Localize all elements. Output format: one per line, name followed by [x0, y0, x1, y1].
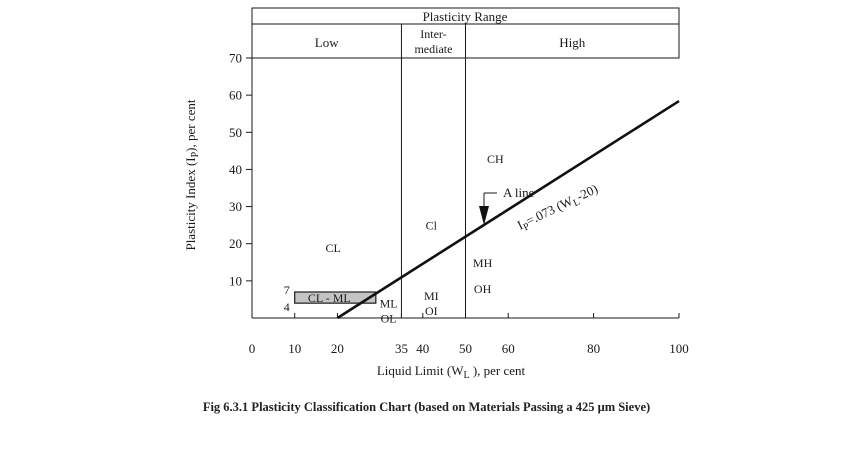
band-upper-label: 7: [284, 283, 290, 297]
a-line-arrowhead: [479, 206, 489, 225]
region-label: OI: [425, 304, 438, 318]
region-label: OH: [474, 282, 492, 296]
x-tick-label: 100: [669, 341, 689, 356]
y-tick-label: 40: [229, 162, 242, 177]
x-tick-label: 0: [249, 341, 256, 356]
region-label: Cl: [426, 219, 438, 233]
x-tick-label: 10: [288, 341, 301, 356]
header-range-label: High: [559, 35, 586, 50]
header-title: Plasticity Range: [423, 9, 508, 24]
x-tick-label: 20: [331, 341, 344, 356]
y-tick-label: 30: [229, 199, 242, 214]
x-tick-label: 80: [587, 341, 600, 356]
band-lower-label: 4: [284, 300, 290, 314]
region-label: CL: [325, 241, 340, 255]
x-tick-label: 60: [502, 341, 515, 356]
cl-ml-band: [294, 291, 377, 304]
header-range-label: Low: [315, 35, 339, 50]
y-tick-label: 10: [229, 273, 242, 288]
y-tick-label: 60: [229, 88, 242, 103]
x-axis-label: Liquid Limit (WL ), per cent: [377, 363, 526, 381]
y-tick-label: 70: [229, 51, 242, 66]
a-line: [336, 99, 680, 320]
header-range-label: mediate: [414, 42, 452, 56]
plasticity-chart: Plasticity Range Liquid Limit (WL ), per…: [183, 7, 689, 381]
region-label: ML: [380, 297, 398, 311]
y-tick-label: 20: [229, 236, 242, 251]
y-axis-label: Plasticity Index (IP), per cent: [183, 99, 201, 250]
a-line-label: A line: [503, 185, 535, 200]
region-label: OL: [381, 312, 397, 326]
y-tick-label: 50: [229, 125, 242, 140]
x-tick-label: 50: [459, 341, 472, 356]
x-tick-label: 35: [395, 341, 408, 356]
cl-ml-label: CL - ML: [308, 291, 351, 305]
region-label: CH: [487, 152, 504, 166]
x-tick-label: 40: [416, 341, 429, 356]
region-label: MI: [424, 289, 439, 303]
header-range-label: Inter-: [420, 27, 446, 41]
figure-caption: Fig 6.3.1 Plasticity Classification Char…: [202, 400, 651, 414]
region-label: MH: [473, 256, 493, 270]
